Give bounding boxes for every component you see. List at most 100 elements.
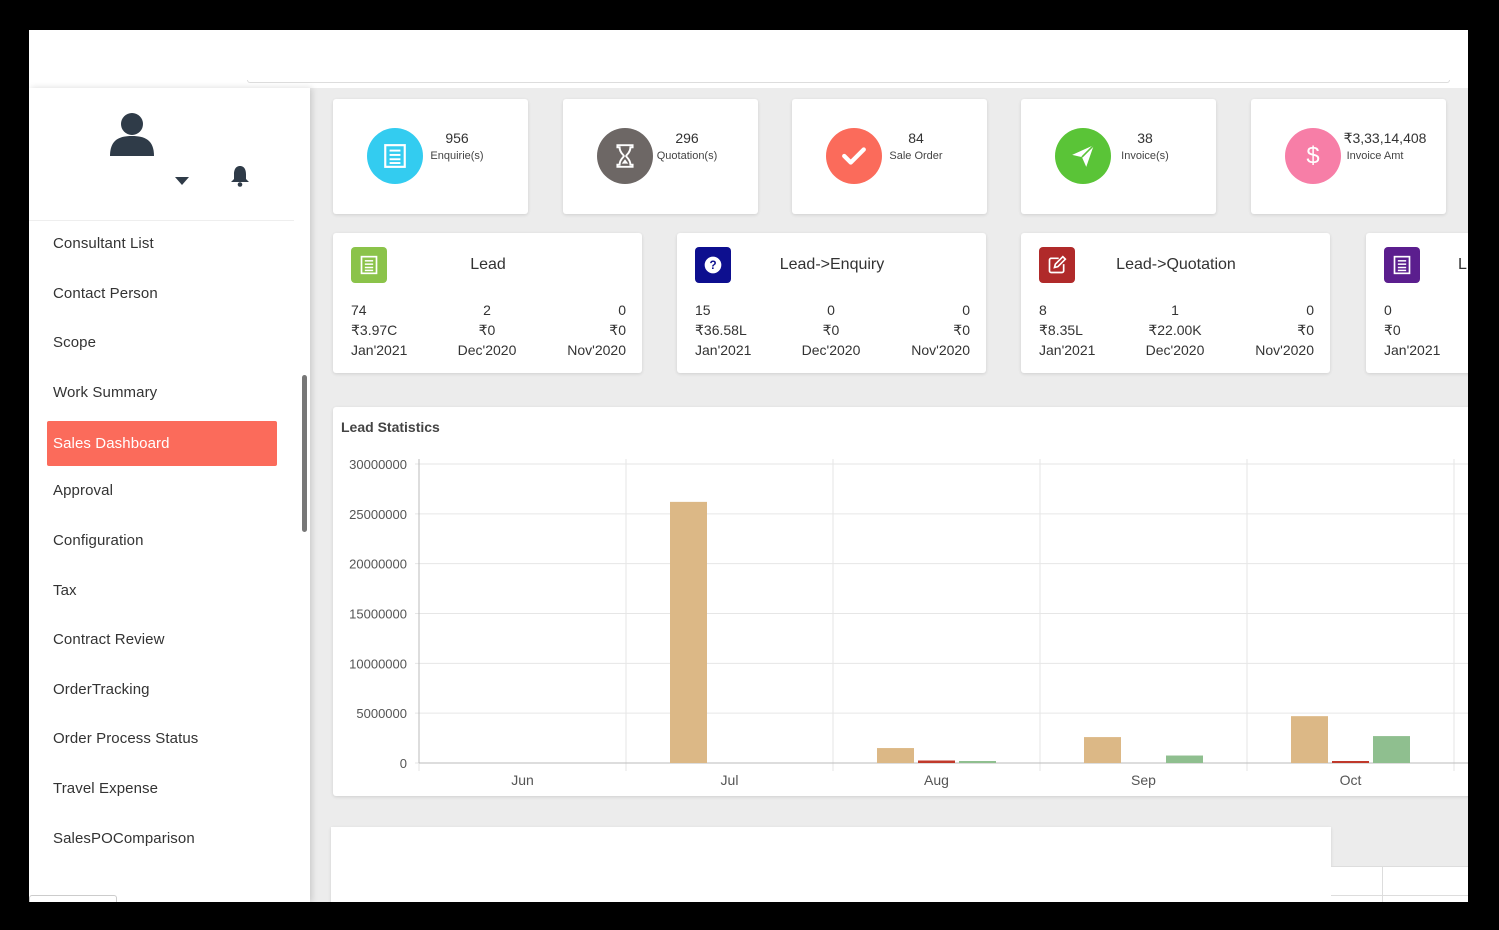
lead-count: 1	[1171, 302, 1179, 318]
sidebar: Consultant List Contact Person Scope Work S…	[29, 88, 310, 902]
chart-title: Lead Statistics	[341, 419, 440, 435]
stat-label: Invoice Amt	[1346, 150, 1404, 162]
lead-amount: ₹3.97C	[351, 322, 398, 338]
stat-value: 38	[1137, 130, 1153, 146]
lead-amount: ₹0	[1384, 322, 1401, 338]
bar	[959, 761, 996, 763]
lead-period: Jan'2021	[1039, 342, 1096, 358]
stat-label: Sale Order	[889, 150, 943, 162]
bar	[1084, 737, 1121, 763]
lead-period: Dec'2020	[1145, 342, 1205, 358]
hourglass-icon	[597, 128, 653, 184]
bar	[1332, 761, 1369, 763]
lead-card-title: Lead->Enquiry	[779, 256, 885, 273]
lead-statistics-panel: Lead Statistics 30000000 25000000 20000000…	[333, 407, 1468, 796]
sidebar-item-travel-expense[interactable]: Travel Expense	[53, 779, 159, 797]
lead-stat-column: 0 ₹0 Dec'2020	[787, 300, 875, 360]
dollar-icon: $	[1285, 128, 1341, 184]
y-tick-label: 25000000	[349, 507, 407, 522]
top-search-area[interactable]	[247, 80, 1450, 83]
lead-stat-column: 0 ₹0 Jan'2021	[1384, 300, 1440, 360]
lead-count: 2	[483, 302, 491, 318]
sidebar-item-configuration[interactable]: Configuration	[53, 531, 144, 549]
lead-period: Jan'2021	[351, 342, 408, 358]
lead-count: 15	[695, 302, 711, 318]
bottom-table-fragment	[1331, 866, 1468, 902]
sidebar-bottom-tab	[29, 895, 117, 902]
user-avatar-icon[interactable]	[109, 110, 155, 156]
lead-amount: ₹0	[953, 322, 970, 338]
y-tick-label: 30000000	[349, 457, 407, 472]
top-bar	[29, 30, 1468, 88]
paper-plane-icon	[1055, 128, 1111, 184]
x-tick-label: Oct	[1340, 772, 1362, 788]
bar	[670, 501, 707, 763]
y-tick-label: 10000000	[349, 656, 407, 671]
lead-period: Nov'2020	[1255, 342, 1314, 358]
stat-label: Enquirie(s)	[430, 150, 484, 162]
stat-card-quotation-s[interactable]: 296 Quotation(s)	[563, 99, 758, 214]
list-icon	[1384, 247, 1420, 283]
lead-amount: ₹36.58L	[695, 322, 747, 338]
bottom-panel	[331, 827, 1331, 902]
lead-amount: ₹8.35L	[1039, 322, 1083, 338]
chevron-down-icon[interactable]	[174, 176, 190, 186]
x-tick-label: Jun	[511, 772, 534, 788]
question-icon: ?	[695, 247, 731, 283]
sidebar-item-ordertracking[interactable]: OrderTracking	[53, 680, 150, 698]
stat-value: 956	[445, 130, 469, 146]
stat-label: Quotation(s)	[656, 150, 718, 162]
sidebar-item-work-summary[interactable]: Work Summary	[53, 383, 158, 401]
check-icon	[826, 128, 882, 184]
stat-card-enquirie-s[interactable]: 956 Enquirie(s)	[333, 99, 528, 214]
lead-stat-column: 8 ₹8.35L Jan'2021	[1039, 300, 1095, 360]
lead-card-lead-enquiry[interactable]: ? Lead->Enquiry 15 ₹36.58L Jan'2021 0 ₹0…	[677, 233, 986, 373]
stat-card-invoice-s[interactable]: 38 Invoice(s)	[1021, 99, 1216, 214]
lead-stat-column: 2 ₹0 Dec'2020	[443, 300, 531, 360]
svg-text:?: ?	[709, 259, 716, 272]
stat-card-sale-order[interactable]: 84 Sale Order	[792, 99, 987, 214]
lead-period: Jan'2021	[695, 342, 752, 358]
y-tick-label: 20000000	[349, 557, 407, 572]
sidebar-item-contact-person[interactable]: Contact Person	[53, 284, 158, 302]
sidebar-item-scope[interactable]: Scope	[53, 334, 97, 352]
lead-card-title: Lead->Quotation	[1116, 256, 1236, 273]
sidebar-item-sales-dashboard[interactable]: Sales Dashboard	[47, 421, 277, 467]
lead-amount: ₹0	[822, 322, 840, 338]
list-icon	[351, 247, 387, 283]
lead-count: 8	[1039, 302, 1047, 318]
lead-count: 0	[618, 302, 626, 318]
sidebar-item-order-process-status[interactable]: Order Process Status	[53, 730, 199, 748]
sidebar-item-salespocomparison[interactable]: SalesPOComparison	[53, 829, 195, 847]
lead-amount: ₹22.00K	[1148, 322, 1202, 338]
sidebar-item-tax[interactable]: Tax	[53, 581, 77, 599]
sidebar-scrollbar[interactable]	[302, 375, 307, 532]
lead-stat-column: 0 ₹0 Nov'2020	[1255, 300, 1314, 360]
lead-count: 0	[962, 302, 970, 318]
sidebar-menu: Consultant List Contact Person Scope Work S…	[47, 221, 277, 865]
stat-card-invoice-amt[interactable]: $ ₹3,33,14,408 Invoice Amt	[1251, 99, 1446, 214]
x-tick-label: Jul	[721, 772, 739, 788]
sidebar-item-consultant-list[interactable]: Consultant List	[53, 235, 154, 252]
bar	[1373, 736, 1410, 763]
bar	[877, 748, 914, 763]
sidebar-item-approval[interactable]: Approval	[53, 482, 114, 500]
lead-count: 0	[827, 302, 835, 318]
lead-stat-column: 74 ₹3.97C Jan'2021	[351, 300, 407, 360]
lead-card-l[interactable]: L 0 ₹0 Jan'2021	[1366, 233, 1468, 373]
sidebar-item-contract-review[interactable]: Contract Review	[53, 631, 165, 649]
table-divider	[1382, 867, 1383, 902]
lead-period: Dec'2020	[801, 342, 861, 358]
lead-amount: ₹0	[609, 322, 626, 338]
bell-icon[interactable]	[230, 165, 250, 187]
lead-card-lead-quotation[interactable]: Lead->Quotation 8 ₹8.35L Jan'2021 1 ₹22.…	[1021, 233, 1330, 373]
lead-amount: ₹0	[478, 322, 496, 338]
lead-count: 0	[1384, 302, 1392, 318]
lead-count: 74	[351, 302, 367, 318]
lead-card-lead[interactable]: Lead 74 ₹3.97C Jan'2021 2 ₹0 Dec'2020 0 …	[333, 233, 642, 373]
lead-card-title: Lead	[470, 256, 506, 273]
lead-period: Nov'2020	[911, 342, 970, 358]
bar	[918, 760, 955, 763]
lead-period: Jan'2021	[1384, 342, 1441, 358]
